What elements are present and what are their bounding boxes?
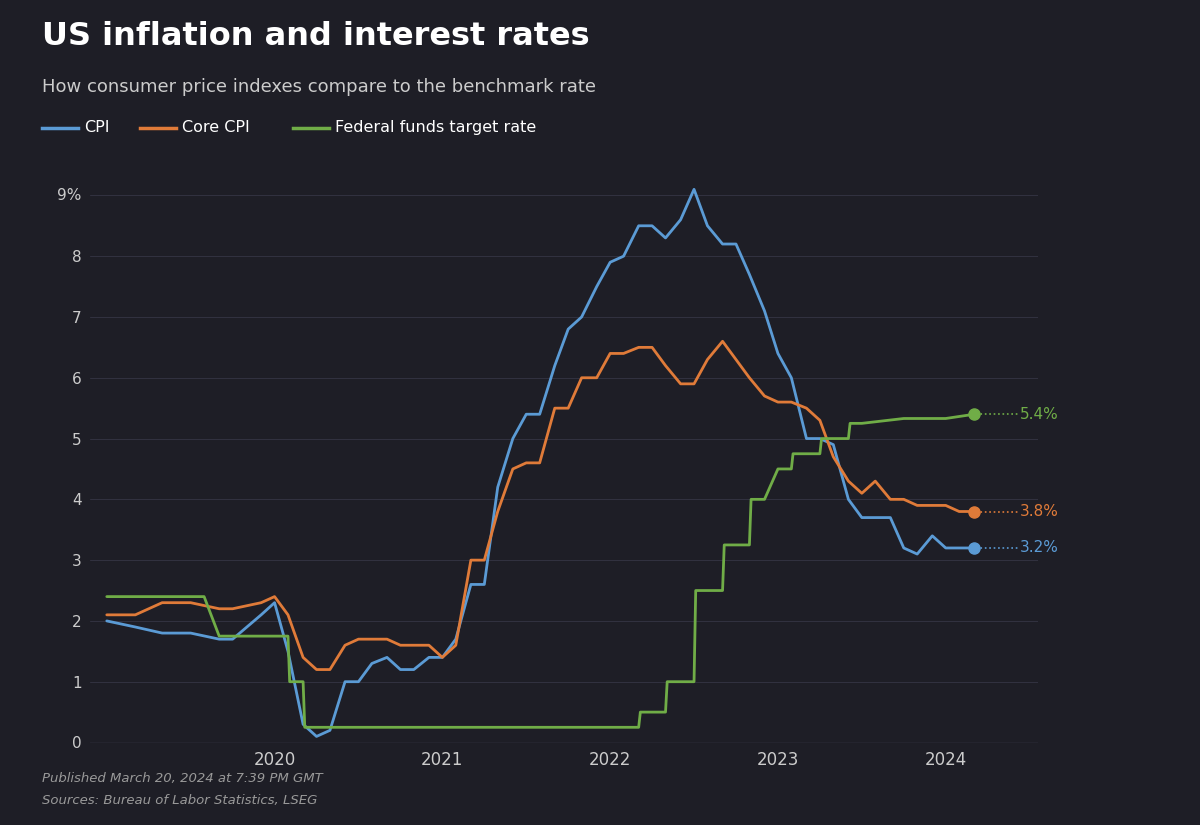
Text: Core CPI: Core CPI — [182, 120, 250, 135]
Text: Sources: Bureau of Labor Statistics, LSEG: Sources: Bureau of Labor Statistics, LSE… — [42, 794, 317, 807]
Text: 5.4%: 5.4% — [1020, 407, 1058, 422]
Text: How consumer price indexes compare to the benchmark rate: How consumer price indexes compare to th… — [42, 78, 596, 97]
Text: Federal funds target rate: Federal funds target rate — [335, 120, 536, 135]
Text: 9%: 9% — [58, 188, 82, 203]
Text: 3.2%: 3.2% — [1020, 540, 1058, 555]
Text: Published March 20, 2024 at 7:39 PM GMT: Published March 20, 2024 at 7:39 PM GMT — [42, 772, 323, 785]
Text: 3.8%: 3.8% — [1020, 504, 1058, 519]
Text: CPI: CPI — [84, 120, 109, 135]
Text: US inflation and interest rates: US inflation and interest rates — [42, 21, 589, 52]
